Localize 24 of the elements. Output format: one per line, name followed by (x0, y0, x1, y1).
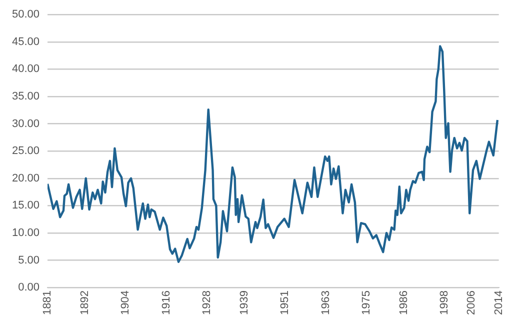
x-tick-label: 1928 (201, 290, 214, 316)
x-tick-label: 1951 (279, 290, 292, 316)
x-tick-label: 1975 (360, 290, 373, 316)
x-tick-label: 1963 (320, 290, 332, 316)
x-tick-label: 1892 (78, 290, 91, 316)
x-tick-label: 2014 (492, 290, 505, 316)
x-tick-label: 1916 (160, 290, 172, 316)
x-tick-label: 2006 (466, 290, 478, 316)
y-tick-label: 10.00 (12, 226, 40, 239)
y-tick-label: 5.00 (18, 254, 40, 266)
y-tick-label: 0.00 (18, 282, 40, 294)
x-tick-label: 1904 (120, 290, 132, 316)
y-tick-label: 50.00 (12, 8, 40, 21)
y-tick-label: 15.00 (12, 200, 40, 212)
y-tick-label: 25.00 (12, 145, 40, 158)
y-tick-label: 45.00 (12, 36, 40, 48)
x-tick-label: 1881 (42, 290, 54, 316)
x-tick-label: 1986 (398, 290, 410, 316)
y-tick-label: 30.00 (12, 118, 40, 130)
x-tick-label: 1939 (238, 290, 250, 316)
y-tick-label: 35.00 (12, 90, 40, 103)
y-tick-label: 40.00 (12, 63, 40, 76)
y-tick-label: 20.00 (12, 172, 40, 184)
x-tick-label: 1998 (438, 290, 451, 316)
